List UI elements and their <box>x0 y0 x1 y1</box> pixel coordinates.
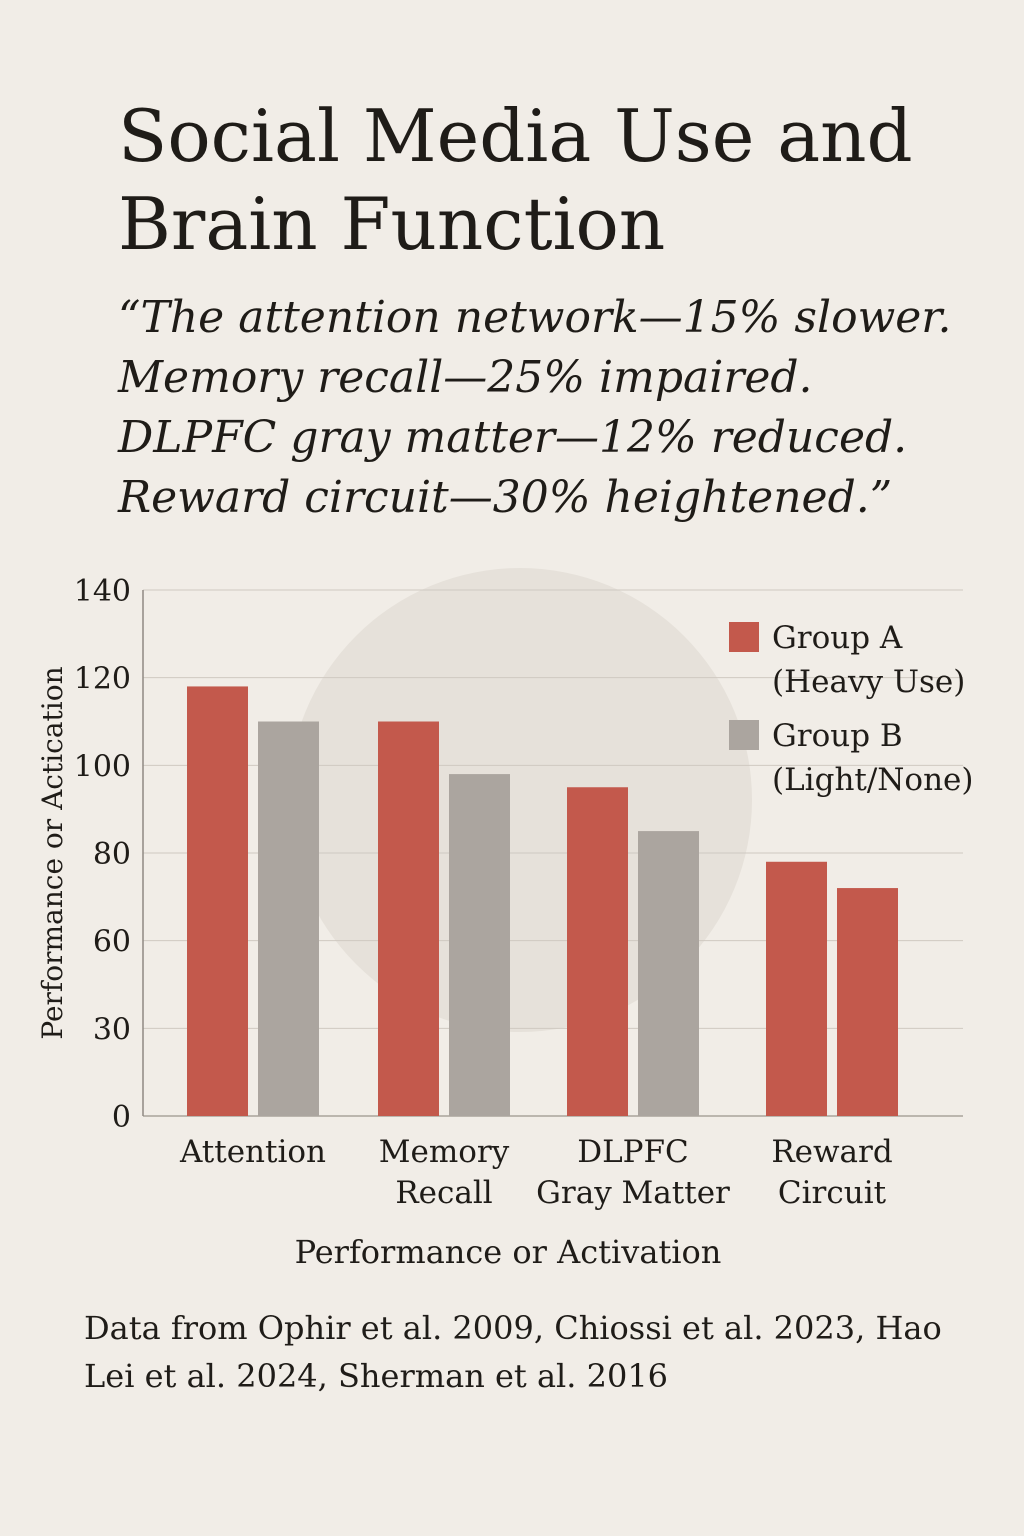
quote-line: Reward circuit—30% heightened.” <box>118 472 893 523</box>
x-tick-labels: Attention Memory Recall DLPFC Gray Matter Rew… <box>179 1134 893 1211</box>
x-tick-label: Gray Matter <box>536 1175 730 1211</box>
x-tick-label: Attention <box>179 1134 326 1170</box>
y-tick-label: 100 <box>74 749 131 784</box>
legend-swatch-group-b <box>729 720 759 750</box>
x-tick-label: DLPFC <box>577 1134 689 1170</box>
legend-label: Group A <box>772 620 903 656</box>
quote-line: Memory recall—25% impaired. <box>118 352 813 403</box>
quote-line: “The attention network—15% slower. <box>118 292 952 343</box>
bar-group-a <box>187 686 248 1116</box>
y-tick-label: 80 <box>93 837 131 872</box>
bar-chart: 0 30 60 80 100 120 140 Attention Memory Recall DL… <box>36 568 974 1271</box>
y-tick-label: 60 <box>93 925 131 960</box>
x-axis-label: Performance or Activation <box>295 1233 722 1271</box>
legend-label: (Light/None) <box>772 762 974 798</box>
bar-group-a <box>378 721 439 1116</box>
quote-line: DLPFC gray matter—12% reduced. <box>118 412 908 463</box>
legend: Group A (Heavy Use) Group B (Light/None) <box>729 620 974 798</box>
y-tick-label: 30 <box>93 1012 131 1047</box>
x-tick-label: Recall <box>395 1175 492 1211</box>
y-tick-label: 0 <box>112 1100 131 1135</box>
source-note: Data from Ophir et al. 2009, Chiossi et … <box>84 1309 942 1395</box>
x-tick-label: Circuit <box>778 1175 887 1211</box>
legend-label: Group B <box>772 718 903 754</box>
bar-group-a <box>766 861 827 1116</box>
page-title: Social Media Use and Brain Function <box>118 94 913 266</box>
y-tick-label: 120 <box>74 662 131 697</box>
bars <box>187 686 898 1116</box>
bar-group-b <box>449 774 510 1116</box>
pull-quote: “The attention network—15% slower. Memor… <box>118 288 998 528</box>
bar-group-a <box>567 787 628 1116</box>
bar-group-b <box>258 721 319 1116</box>
bar-group-b <box>837 888 898 1116</box>
y-tick-labels: 0 30 60 80 100 120 140 <box>74 574 131 1135</box>
legend-swatch-group-a <box>729 622 759 652</box>
legend-label: (Heavy Use) <box>772 664 965 700</box>
x-tick-label: Memory <box>379 1134 510 1170</box>
bar-group-b <box>638 831 699 1116</box>
x-tick-label: Reward <box>771 1134 892 1170</box>
y-tick-label: 140 <box>74 574 131 609</box>
y-axis-label: Performance or Actication <box>36 666 69 1039</box>
